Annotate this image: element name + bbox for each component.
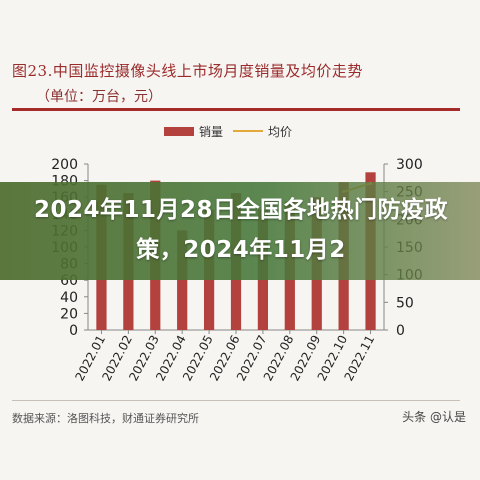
- figure-title: 图23.中国监控摄像头线上市场月度销量及均价走势: [12, 62, 363, 80]
- right-tick-label: 50: [396, 295, 414, 311]
- legend-label-sales: 销量: [199, 124, 224, 139]
- left-tick-label: 0: [69, 323, 78, 339]
- legend-label-price: 均价: [268, 124, 293, 139]
- legend-swatch-bar: [164, 126, 194, 136]
- chart-legend: 销量 均价: [164, 122, 292, 140]
- figure-unit: （单位：万台，元）: [36, 89, 162, 105]
- headline-banner: [0, 182, 480, 280]
- left-tick-label: 40: [60, 290, 78, 306]
- headline-text: 2024年11月28日全国各地热门防疫政策，2024年11月2: [33, 197, 449, 263]
- watermark: 头条 @认是: [402, 410, 466, 424]
- legend-swatch-line: [233, 130, 264, 132]
- legend-item-sales: 销量: [164, 123, 223, 140]
- title-rule: [12, 108, 460, 111]
- right-tick-label: 300: [396, 157, 423, 173]
- source-note: 数据来源：洛图科技，财通证券研究所: [12, 412, 199, 425]
- legend-item-price: 均价: [233, 123, 292, 140]
- source-rule: [12, 400, 460, 401]
- bar-sales: [177, 230, 188, 330]
- left-tick-label: 20: [60, 306, 78, 322]
- right-tick-label: 0: [396, 323, 405, 339]
- left-tick-label: 200: [51, 157, 78, 173]
